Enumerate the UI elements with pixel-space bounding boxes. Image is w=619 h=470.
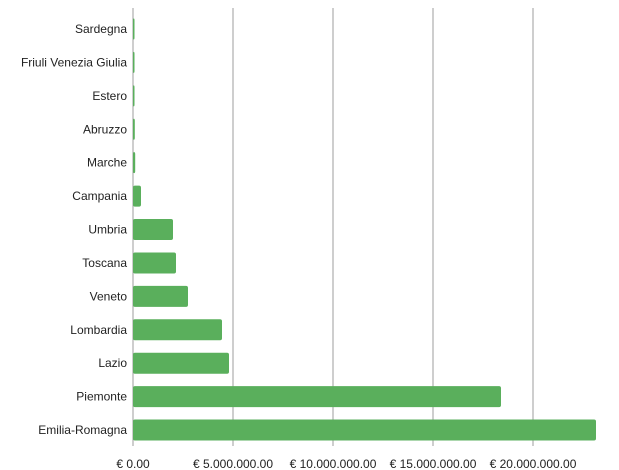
- gridlines: [132, 8, 534, 446]
- bar: [133, 352, 229, 374]
- bar: [133, 185, 141, 207]
- category-label: Lombardia: [70, 323, 127, 337]
- category-label: Emilia-Romagna: [38, 423, 127, 437]
- bar: [133, 118, 135, 140]
- x-tick-label: € 5.000.000.00: [193, 457, 273, 470]
- bar: [133, 419, 596, 441]
- x-tick-label: € 10.000.000.00: [290, 457, 377, 470]
- category-label: Piemonte: [76, 390, 127, 404]
- x-tick-label: € 0.00: [116, 457, 150, 470]
- category-label: Estero: [92, 89, 127, 103]
- x-tick-labels: € 0.00 € 5.000.000.00 € 10.000.000.00 € 15.…: [116, 457, 576, 470]
- bars: [133, 18, 596, 441]
- bar: [133, 152, 136, 174]
- bar: [133, 386, 501, 408]
- category-label: Veneto: [90, 289, 128, 303]
- bar: [133, 319, 222, 341]
- bar: [133, 85, 135, 107]
- category-label: Toscana: [82, 256, 127, 270]
- bar: [133, 285, 188, 307]
- category-label: Friuli Venezia Giulia: [21, 55, 127, 69]
- bar: [133, 18, 135, 40]
- category-label: Sardegna: [75, 22, 127, 36]
- x-tick-label: € 15.000.000.00: [390, 457, 477, 470]
- category-label: Campania: [72, 189, 127, 203]
- bar: [133, 252, 176, 274]
- category-label: Lazio: [98, 356, 127, 370]
- category-label: Marche: [87, 156, 127, 170]
- bar: [133, 51, 135, 73]
- x-tick-label: € 20.000.000.00: [490, 457, 577, 470]
- bar: [133, 219, 173, 241]
- category-label: Umbria: [88, 223, 127, 237]
- category-labels: Sardegna Friuli Venezia Giulia Estero Abruz…: [21, 22, 127, 437]
- category-label: Abruzzo: [83, 122, 127, 136]
